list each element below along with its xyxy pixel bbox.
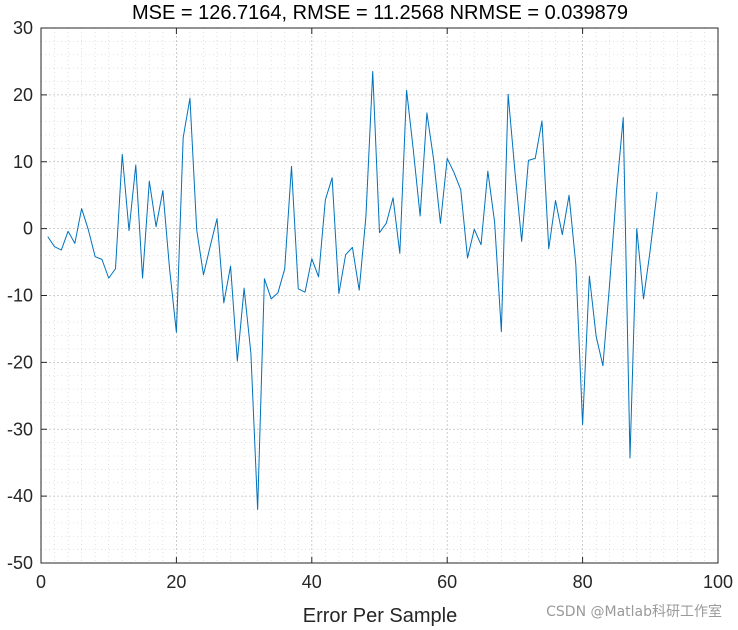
y-tick-label: -20: [7, 352, 33, 372]
axis-ticks: [40, 27, 719, 564]
x-tick-label: 100: [703, 572, 733, 592]
x-tick-label: 40: [302, 572, 322, 592]
y-tick-labels: -50 -40 -30 -20 -10 0 10 20 30: [7, 18, 33, 573]
y-tick-label: 0: [23, 219, 33, 239]
x-tick-labels: 0 20 40 60 80 100: [36, 572, 733, 592]
y-tick-label: -40: [7, 486, 33, 506]
x-tick-label: 80: [573, 572, 593, 592]
minor-grid: [41, 28, 718, 563]
y-tick-label: -30: [7, 419, 33, 439]
x-tick-label: 0: [36, 572, 46, 592]
series-line: [47, 70, 658, 510]
y-tick-label: -10: [7, 286, 33, 306]
x-axis-title: Error Per Sample: [303, 605, 458, 627]
watermark: CSDN @Matlab科研工作室: [546, 603, 722, 620]
y-tick-label: -50: [7, 553, 33, 573]
chart-title: MSE = 126.7164, RMSE = 11.2568 NRMSE = 0…: [132, 2, 628, 24]
major-grid: [41, 28, 718, 563]
y-tick-label: 30: [13, 18, 33, 38]
y-tick-label: 10: [13, 152, 33, 172]
x-tick-label: 20: [166, 572, 186, 592]
x-tick-label: 60: [437, 572, 457, 592]
y-tick-label: 20: [13, 85, 33, 105]
